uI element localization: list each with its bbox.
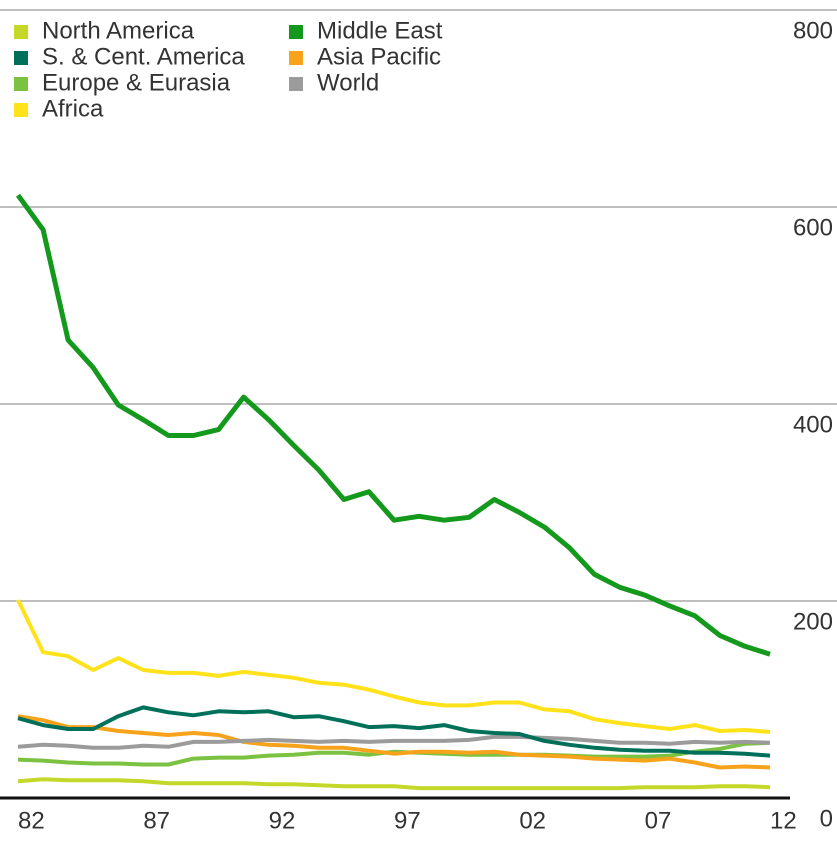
legend-swatch <box>14 51 28 65</box>
legend-label: World <box>317 69 379 96</box>
legend-swatch <box>289 25 303 39</box>
x-tick-label: 97 <box>394 807 421 834</box>
legend-label: North America <box>42 17 195 44</box>
line-series <box>17 734 771 750</box>
y-tick-label: 800 <box>793 17 833 44</box>
legend-label: Middle East <box>317 17 443 44</box>
line-series <box>17 714 771 770</box>
legend-swatch <box>14 103 28 117</box>
x-tick-label: 82 <box>18 807 45 834</box>
x-tick-label: 07 <box>645 807 672 834</box>
legend-label: Africa <box>42 95 104 122</box>
y-tick-label: 600 <box>793 214 833 241</box>
legend-swatch <box>289 51 303 65</box>
legend-swatch <box>14 25 28 39</box>
x-tick-label: 12 <box>770 807 797 834</box>
line-series <box>17 777 771 791</box>
legend-swatch <box>14 77 28 91</box>
line-series <box>17 705 771 758</box>
legend-swatch <box>289 77 303 91</box>
y-tick-label: 400 <box>793 411 833 438</box>
y-tick-label: 200 <box>793 608 833 635</box>
legend-label: S. & Cent. America <box>42 43 245 70</box>
line-series <box>16 599 771 734</box>
line-series <box>15 193 771 657</box>
legend-label: Europe & Eurasia <box>42 69 231 96</box>
legend-label: Asia Pacific <box>317 43 441 70</box>
y-tick-label: 0 <box>820 805 833 832</box>
x-tick-label: 92 <box>269 807 296 834</box>
x-tick-label: 87 <box>143 807 170 834</box>
x-tick-label: 02 <box>519 807 546 834</box>
